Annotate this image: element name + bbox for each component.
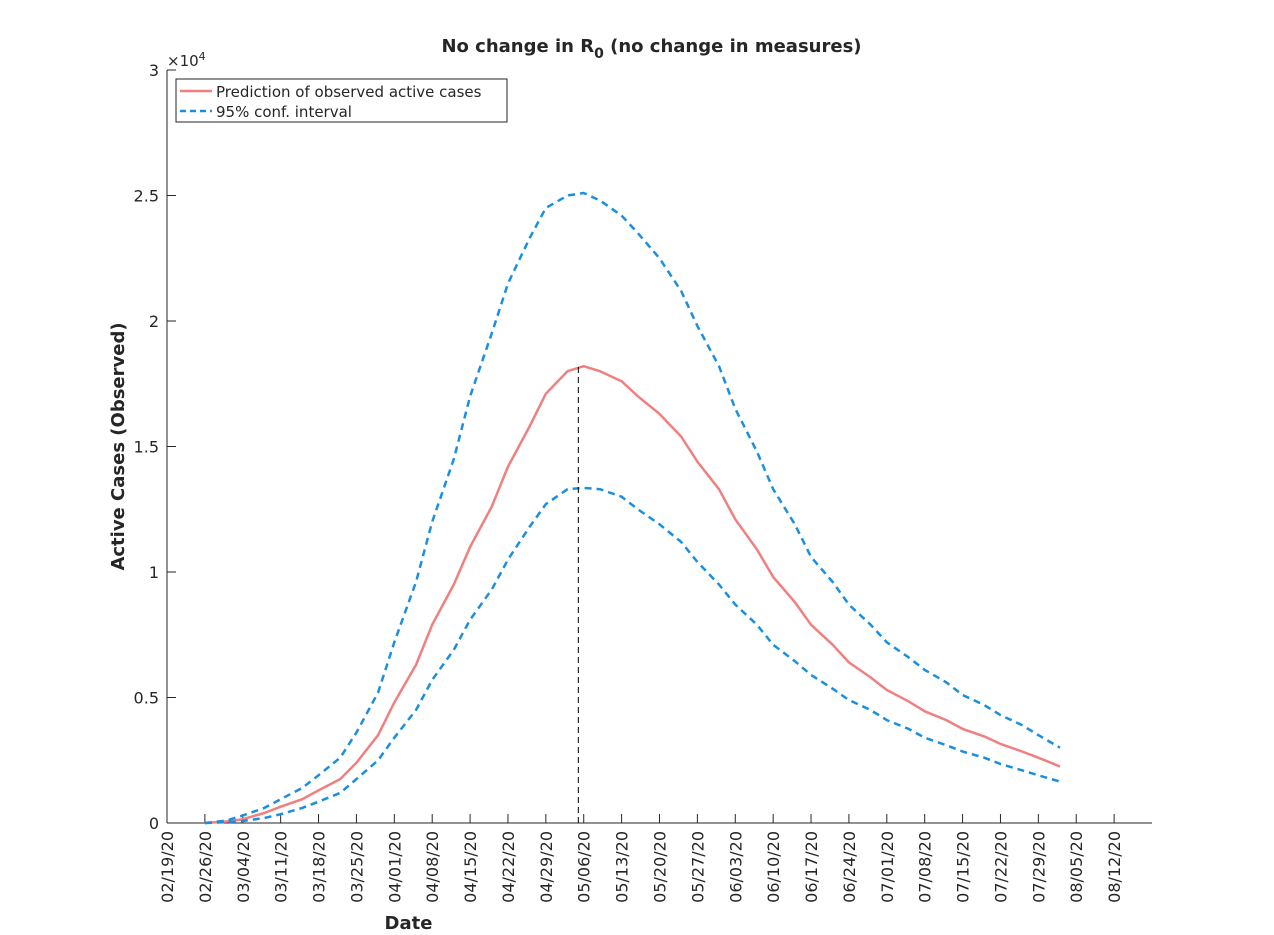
x-tick-label: 03/11/20 bbox=[272, 831, 291, 903]
y-tick-label: 1 bbox=[149, 563, 159, 582]
x-tick-label: 03/18/20 bbox=[310, 831, 329, 903]
x-tick-label: 07/01/20 bbox=[878, 831, 897, 903]
y-tick-label: 0 bbox=[149, 814, 159, 833]
x-ticks: 02/19/20 02/26/20 03/04/20 03/11/20 03/18/20… bbox=[158, 814, 1124, 903]
x-tick-label: 03/04/20 bbox=[234, 831, 253, 903]
y-ticks: 0 0.5 1 1.5 2 2.5 3 bbox=[134, 61, 176, 833]
x-tick-label: 07/22/20 bbox=[991, 831, 1010, 903]
x-tick-label: 02/19/20 bbox=[158, 831, 177, 903]
x-tick-label: 05/27/20 bbox=[688, 831, 707, 903]
x-tick-label: 05/06/20 bbox=[575, 831, 594, 903]
legend-box bbox=[175, 78, 508, 123]
chart-title-main: No change in R bbox=[441, 36, 594, 57]
x-tick-label: 08/05/20 bbox=[1067, 831, 1086, 903]
x-tick-label: 02/26/20 bbox=[196, 831, 215, 903]
chart-title-suffix: (no change in measures) bbox=[604, 36, 862, 57]
x-tick-label: 05/13/20 bbox=[613, 831, 632, 903]
x-tick-label: 06/24/20 bbox=[840, 831, 859, 903]
chart-title-subscript: 0 bbox=[594, 46, 604, 62]
x-tick-label: 04/01/20 bbox=[385, 831, 404, 903]
x-tick-label: 06/03/20 bbox=[726, 831, 745, 903]
x-tick-label: 03/25/20 bbox=[347, 831, 366, 903]
y-tick-label: 1.5 bbox=[134, 438, 159, 457]
x-tick-label: 06/17/20 bbox=[802, 831, 821, 903]
y-exponent-prefix: ×10 bbox=[167, 52, 199, 70]
y-exponent-power: 4 bbox=[199, 50, 206, 63]
y-tick-label: 0.5 bbox=[134, 689, 159, 708]
x-tick-label: 04/22/20 bbox=[499, 831, 518, 903]
x-tick-label: 07/15/20 bbox=[954, 831, 973, 903]
x-tick-label: 07/29/20 bbox=[1029, 831, 1048, 903]
x-tick-label: 04/08/20 bbox=[423, 831, 442, 903]
y-tick-label: 2.5 bbox=[134, 187, 159, 206]
x-tick-label: 04/29/20 bbox=[537, 831, 556, 903]
x-axis-label: Date bbox=[385, 913, 433, 934]
plot-area bbox=[166, 70, 1152, 824]
x-tick-label: 04/15/20 bbox=[461, 831, 480, 903]
x-tick-label: 06/10/20 bbox=[764, 831, 783, 903]
y-axis-exponent: ×104 bbox=[167, 50, 206, 70]
x-tick-label: 08/12/20 bbox=[1105, 831, 1124, 903]
legend: Prediction of observed active cases 95% … bbox=[175, 78, 508, 123]
legend-label-confidence: 95% conf. interval bbox=[216, 103, 352, 121]
y-tick-label: 2 bbox=[149, 312, 159, 331]
series-upper-ci-line bbox=[204, 191, 1061, 825]
x-tick-label: 05/20/20 bbox=[651, 831, 670, 903]
series-layer bbox=[204, 191, 1061, 825]
x-tick-label: 07/08/20 bbox=[916, 831, 935, 903]
legend-label-prediction: Prediction of observed active cases bbox=[216, 83, 482, 101]
y-axis-label: Active Cases (Observed) bbox=[108, 322, 129, 570]
chart-title: No change in R0 (no change in measures) bbox=[441, 36, 861, 62]
series-lower-ci-line bbox=[204, 486, 1061, 825]
series-prediction-line bbox=[204, 364, 1061, 825]
y-tick-label: 3 bbox=[149, 61, 159, 80]
